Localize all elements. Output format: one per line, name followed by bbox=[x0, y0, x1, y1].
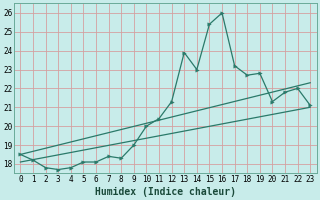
X-axis label: Humidex (Indice chaleur): Humidex (Indice chaleur) bbox=[95, 186, 236, 197]
